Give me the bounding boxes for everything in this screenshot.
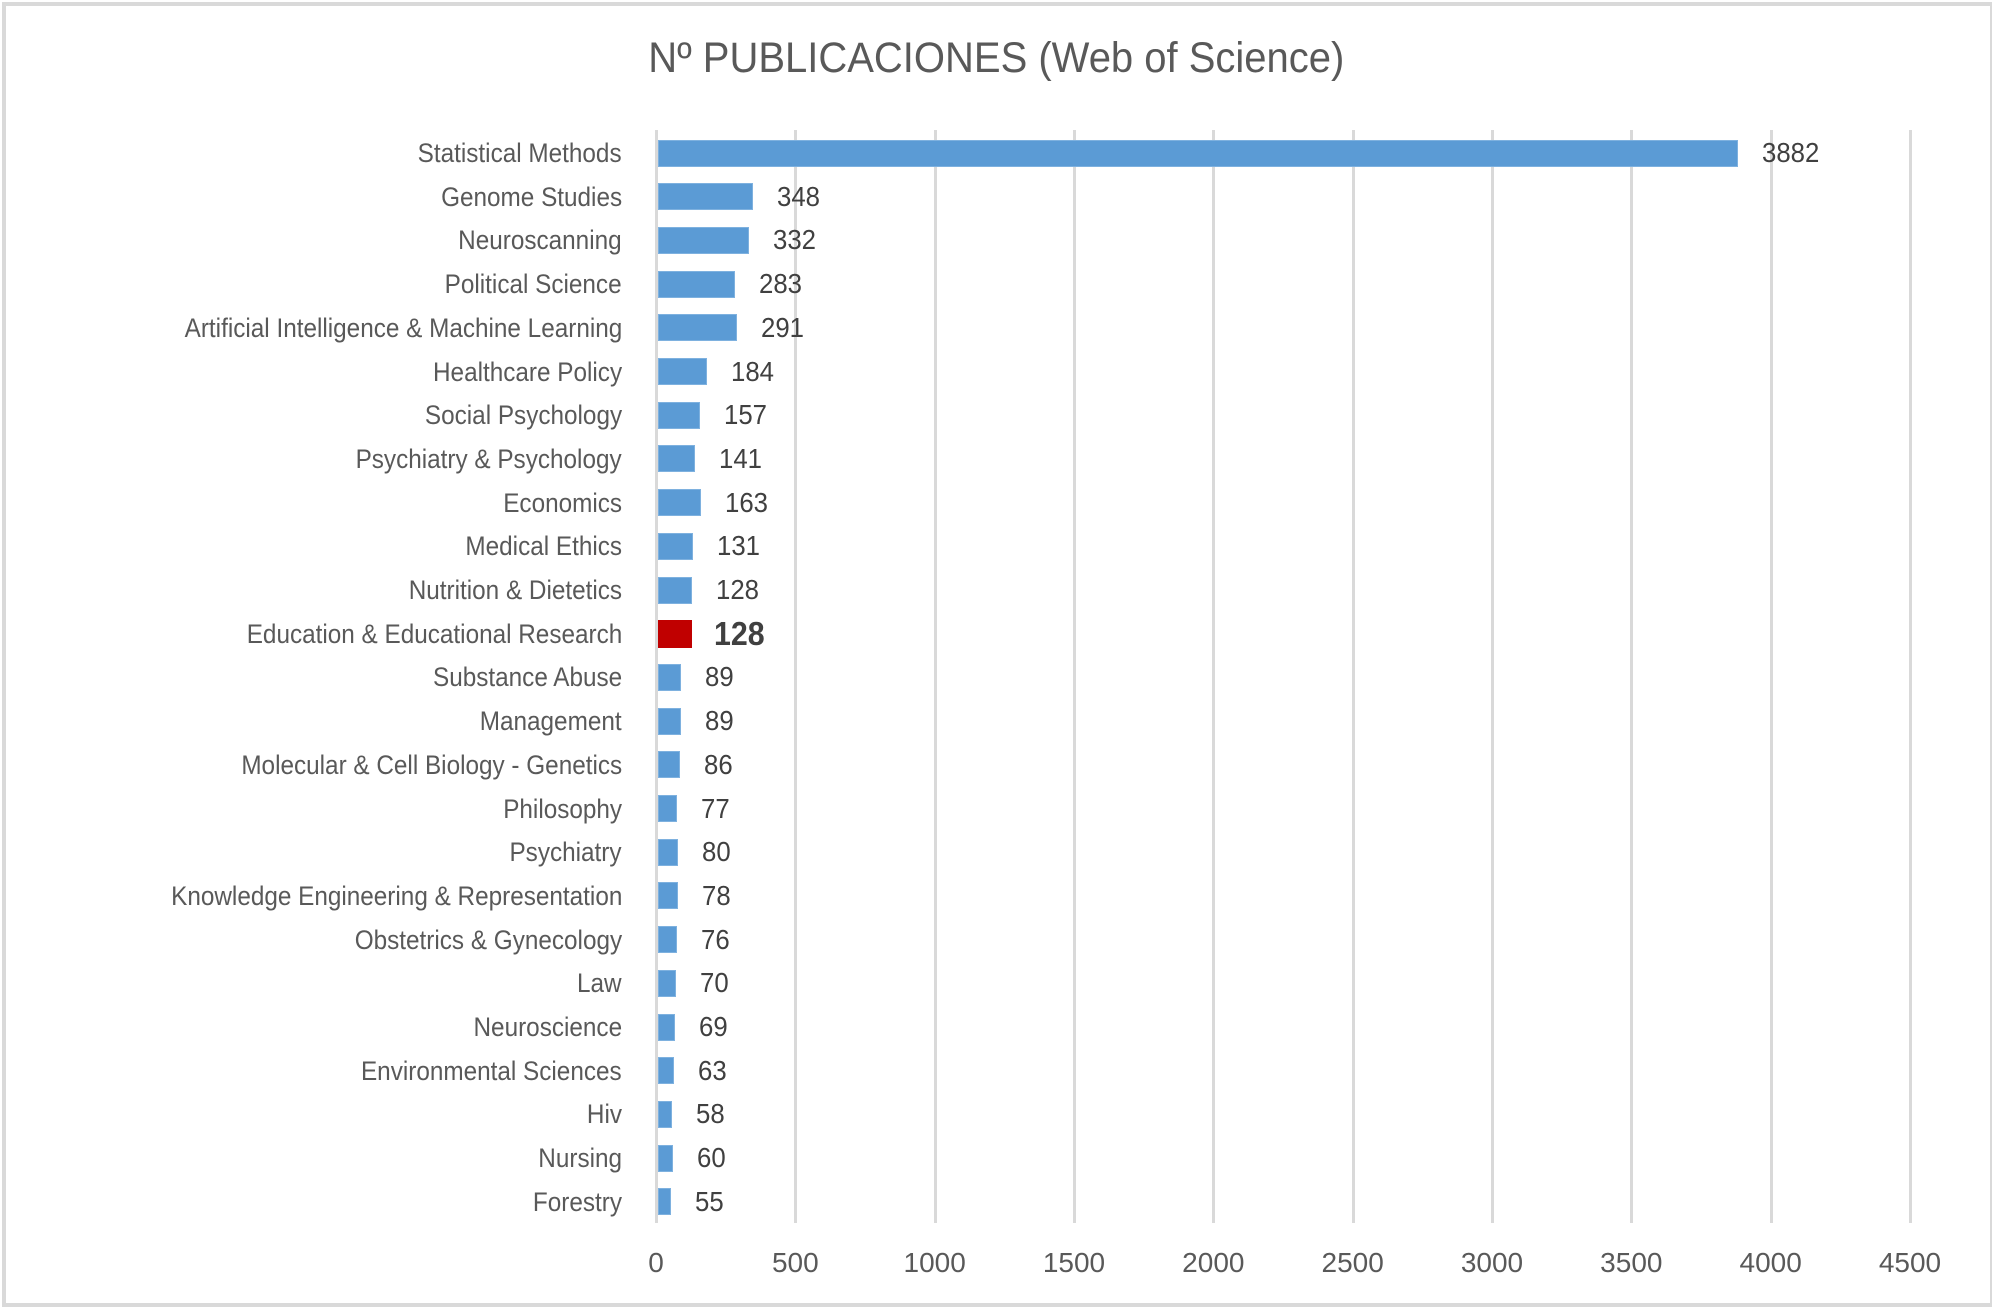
gridline — [794, 130, 798, 1223]
bar — [658, 445, 696, 473]
data-label: 58 — [696, 1098, 725, 1130]
data-label: 291 — [761, 311, 805, 343]
bar — [658, 1013, 676, 1041]
bar — [658, 707, 681, 735]
data-label: 77 — [701, 792, 731, 824]
data-label: 76 — [701, 923, 730, 955]
category-label: Law — [577, 968, 622, 999]
gridline — [1769, 130, 1773, 1223]
category-label: Healthcare Policy — [432, 356, 622, 387]
x-tick-label: 4000 — [1739, 1247, 1802, 1278]
data-label: 63 — [697, 1054, 727, 1086]
data-label: 55 — [695, 1185, 724, 1217]
gridline — [1630, 130, 1634, 1223]
data-label: 283 — [758, 268, 802, 300]
data-label: 141 — [719, 442, 763, 474]
bar — [658, 358, 708, 385]
x-tick-label: 3500 — [1600, 1247, 1663, 1278]
bar — [658, 314, 738, 342]
bar — [658, 663, 681, 691]
category-label: Nursing — [538, 1143, 622, 1174]
category-label: Nutrition & Dietetics — [408, 575, 622, 605]
category-label: Medical Ethics — [465, 531, 622, 562]
chart-title-text: Nº PUBLICACIONES (Web of Science) — [647, 34, 1345, 82]
gridline — [933, 130, 937, 1223]
data-label: 89 — [704, 705, 734, 737]
gridline — [655, 130, 658, 1223]
bar — [658, 183, 753, 211]
category-label: Environmental Sciences — [361, 1055, 622, 1086]
category-label: Hiv — [586, 1099, 622, 1130]
bar — [658, 401, 700, 429]
category-label: Economics — [503, 487, 622, 518]
data-label: 80 — [702, 836, 731, 868]
bar — [658, 926, 678, 954]
gridline — [1351, 130, 1355, 1223]
category-label: Genome Studies — [440, 181, 622, 212]
category-label: Artificial Intelligence & Machine Learni… — [184, 312, 622, 343]
data-label: 89 — [704, 661, 734, 693]
x-tick-label: 0 — [648, 1247, 664, 1278]
data-label: 348 — [776, 180, 820, 212]
data-label: 332 — [772, 224, 816, 256]
data-label: 3882 — [1761, 137, 1820, 168]
bar — [658, 139, 1738, 167]
bar — [658, 1188, 672, 1216]
category-label: Knowledge Engineering & Representation — [170, 880, 622, 911]
bar — [658, 795, 678, 822]
x-tick-label: 500 — [771, 1247, 819, 1278]
category-label: Obstetrics & Gynecology — [354, 924, 622, 955]
category-label: Statistical Methods — [418, 138, 622, 168]
category-label: Psychiatry — [509, 837, 622, 868]
category-label: Philosophy — [503, 793, 622, 824]
data-label: 70 — [699, 967, 729, 999]
bar — [658, 1100, 673, 1128]
gridline — [1909, 130, 1912, 1223]
data-label: 157 — [723, 399, 767, 431]
bar — [658, 576, 692, 604]
category-label: Neuroscanning — [458, 225, 622, 256]
bar — [658, 751, 680, 779]
category-label: Forestry — [532, 1186, 622, 1217]
category-label: Molecular & Cell Biology - Genetics — [241, 749, 622, 780]
bar — [658, 838, 679, 866]
gridline — [1491, 130, 1494, 1223]
data-label: 60 — [696, 1142, 726, 1174]
category-label: Education & Educational Research — [246, 618, 622, 649]
gridline — [1073, 130, 1076, 1223]
data-label: 131 — [716, 530, 760, 562]
bar — [658, 882, 678, 910]
bar — [658, 1057, 674, 1085]
x-tick-label: 1500 — [1042, 1247, 1106, 1278]
data-label: 78 — [701, 879, 731, 911]
category-label: Management — [480, 706, 622, 737]
x-tick-label: 2500 — [1321, 1247, 1384, 1278]
category-label: Social Psychology — [424, 400, 622, 431]
highlighted-data-label: 128 — [713, 614, 765, 652]
category-label: Substance Abuse — [432, 662, 622, 693]
category-label: Neuroscience — [473, 1012, 622, 1042]
data-label: 128 — [715, 574, 759, 605]
x-tick-label: 3000 — [1460, 1247, 1524, 1278]
x-tick-label: 4500 — [1878, 1247, 1942, 1278]
data-label: 69 — [699, 1011, 728, 1042]
bar — [658, 489, 702, 517]
category-label: Psychiatry & Psychology — [355, 443, 622, 474]
highlighted-bar — [658, 619, 692, 648]
data-label: 86 — [703, 748, 733, 780]
category-label: Political Science — [445, 269, 622, 300]
x-tick-label: 1000 — [903, 1247, 966, 1278]
chart-title: Nº PUBLICACIONES (Web of Science) — [0, 34, 1992, 83]
data-label: 184 — [731, 355, 775, 387]
x-tick-label: 2000 — [1182, 1247, 1245, 1278]
bar — [658, 532, 693, 560]
gridline — [1212, 130, 1216, 1223]
bar — [658, 270, 735, 298]
data-label: 163 — [725, 486, 769, 518]
bar — [658, 1144, 673, 1172]
bar — [658, 226, 749, 254]
bar — [658, 969, 676, 997]
